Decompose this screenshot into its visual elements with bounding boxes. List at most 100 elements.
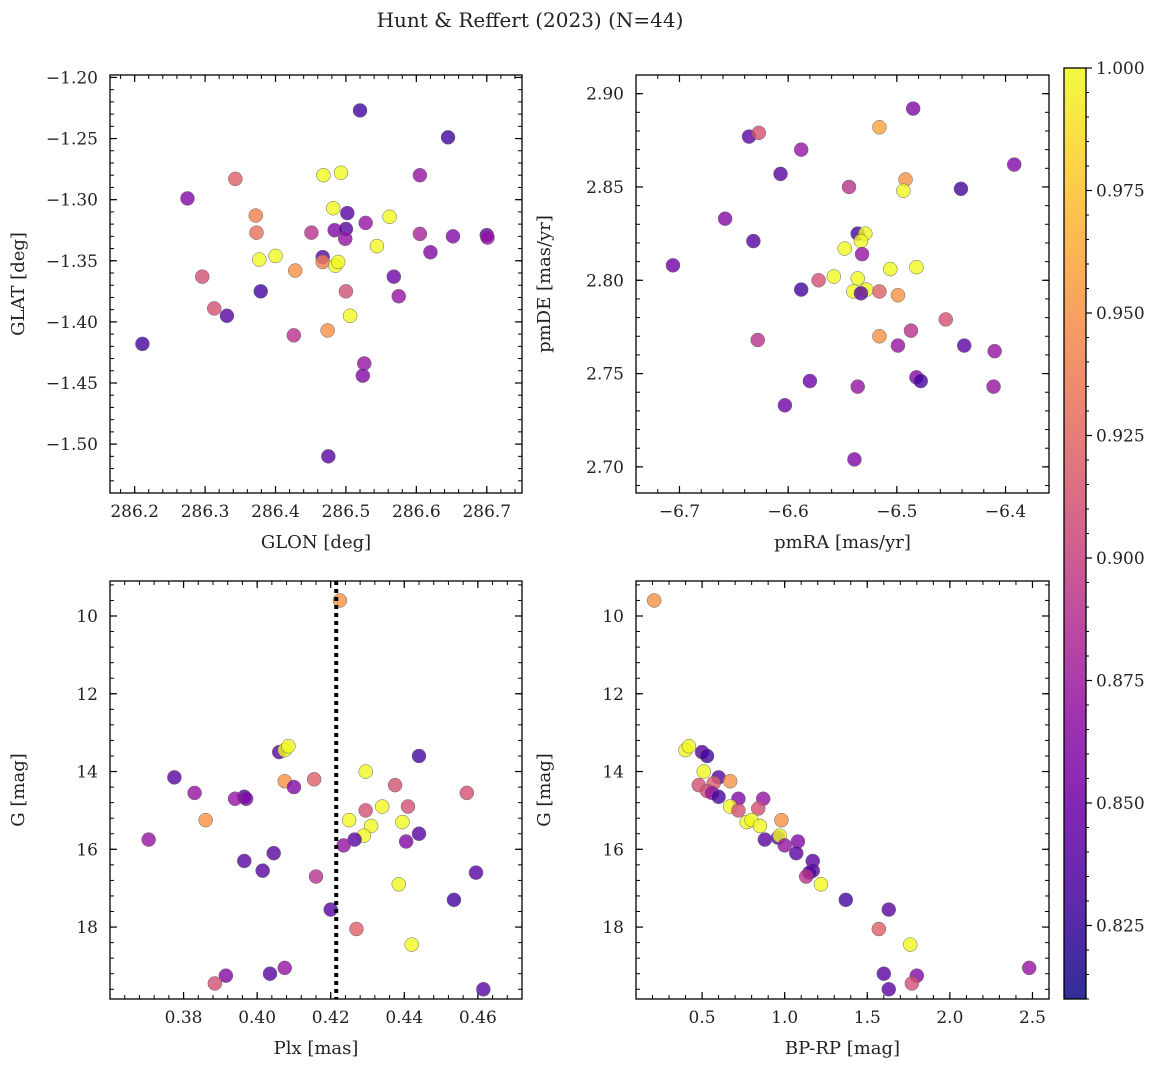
x-tick-label: 0.46 — [459, 1008, 497, 1028]
data-point — [412, 226, 428, 242]
data-point — [386, 269, 402, 284]
data-point — [342, 308, 358, 324]
data-point — [986, 379, 1001, 394]
data-point — [198, 812, 213, 828]
x-tick-label: 0.5 — [689, 1008, 716, 1028]
y-tick-label: 2.75 — [586, 365, 624, 385]
data-point — [773, 166, 788, 182]
data-point — [902, 937, 918, 952]
colorbar-tick-label: 1.000 — [1096, 59, 1145, 79]
data-point — [330, 254, 346, 270]
data-point — [207, 976, 223, 991]
data-point — [445, 229, 461, 244]
data-point — [881, 902, 897, 917]
panels: 286.2 286.3 286.4 286.5 286.6 286.7 −1.20 −1.25… — [8, 68, 1050, 1059]
colorbar-tick-label: 0.900 — [1096, 549, 1145, 569]
data-point — [135, 336, 150, 352]
y-tick-label: 2.70 — [586, 458, 624, 478]
data-point — [813, 877, 829, 892]
colorbar-tick-label: 0.950 — [1096, 304, 1145, 324]
data-point — [252, 252, 267, 267]
data-point — [850, 271, 865, 286]
data-point — [896, 183, 911, 198]
x-tick-label: −6.5 — [876, 502, 917, 522]
data-point — [811, 273, 826, 288]
data-point — [838, 892, 854, 908]
data-point — [913, 373, 929, 389]
data-point — [333, 165, 349, 181]
data-point — [336, 838, 351, 853]
x-tick-label: 286.3 — [181, 502, 230, 522]
data-point — [255, 863, 270, 878]
data-point — [890, 287, 906, 303]
colorbar-tick-label: 0.825 — [1096, 917, 1145, 937]
y-tick-label: −1.50 — [46, 435, 98, 455]
colorbar-tick-label: 0.875 — [1096, 672, 1145, 692]
y-tick-label: 10 — [602, 607, 624, 627]
data-point — [853, 233, 869, 249]
y-axis-label: pmDE [mas/yr] — [534, 215, 555, 353]
data-point — [411, 748, 427, 764]
data-point — [722, 774, 738, 789]
data-point — [853, 286, 869, 301]
data-point — [281, 739, 296, 754]
data-point — [237, 853, 252, 869]
x-tick-label: −6.4 — [985, 502, 1026, 522]
colorbar-tick-label: 0.925 — [1096, 427, 1145, 447]
data-point — [187, 785, 202, 801]
data-point — [872, 120, 887, 135]
data-point — [757, 832, 773, 847]
y-tick-label: 18 — [602, 918, 624, 938]
data-point — [793, 142, 809, 157]
data-point — [306, 772, 322, 787]
data-point — [903, 323, 919, 338]
y-tick-label: −1.30 — [46, 191, 98, 211]
y-tick-label: 14 — [76, 763, 98, 783]
data-point — [711, 789, 726, 805]
data-point — [304, 225, 319, 240]
data-point — [248, 208, 264, 223]
data-point — [681, 739, 697, 754]
y-tick-label: 12 — [602, 685, 624, 705]
data-point — [793, 282, 809, 297]
x-axis-label: GLON [deg] — [261, 532, 371, 553]
data-point — [841, 179, 857, 195]
data-point — [905, 101, 921, 116]
data-point — [195, 269, 210, 284]
data-point — [774, 812, 789, 828]
data-point — [218, 968, 234, 983]
data-point — [777, 398, 793, 413]
data-point — [277, 960, 292, 976]
data-point — [476, 982, 491, 997]
data-point — [731, 803, 746, 818]
data-point — [746, 233, 761, 249]
data-point — [355, 368, 371, 383]
scatter-panel: −6.7 −6.6 −6.5 −6.4 2.70 2.75 2.80 2.85 2.90 pmRA… — [534, 74, 1050, 553]
data-point — [665, 258, 681, 273]
data-point — [850, 379, 865, 394]
data-point — [459, 785, 475, 801]
data-point — [826, 269, 842, 284]
x-tick-label: 286.5 — [322, 502, 371, 522]
y-tick-label: 16 — [76, 840, 98, 860]
data-point — [358, 215, 373, 231]
data-point — [777, 838, 792, 853]
data-point — [249, 225, 264, 240]
data-point — [404, 937, 419, 952]
data-point — [382, 209, 397, 225]
data-point — [646, 593, 662, 608]
data-point — [890, 338, 906, 353]
data-point — [872, 329, 887, 344]
x-tick-label: −6.6 — [768, 502, 809, 522]
x-tick-label: 286.4 — [251, 502, 300, 522]
data-point — [1006, 157, 1022, 172]
data-point — [395, 814, 410, 830]
data-point — [227, 791, 243, 806]
x-axis-label: Plx [mas] — [274, 1038, 359, 1059]
y-tick-label: 18 — [76, 918, 98, 938]
data-point — [363, 818, 379, 834]
data-point — [909, 259, 924, 275]
y-tick-label: 10 — [76, 607, 98, 627]
data-point — [872, 284, 887, 299]
